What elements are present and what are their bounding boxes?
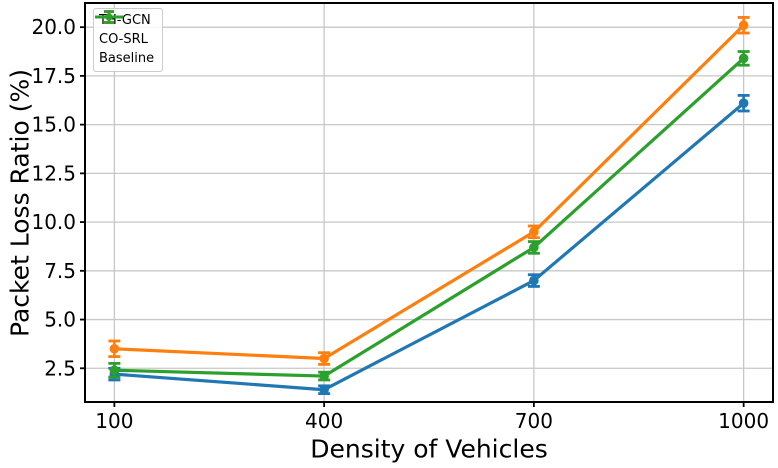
y-tick-label: 2.5: [44, 356, 76, 380]
data-point-marker: [319, 353, 329, 364]
series-line-co-srl: [114, 24, 745, 361]
y-tick-label: 15.0: [31, 113, 76, 137]
y-tick-label: 10.0: [31, 210, 76, 234]
legend: TH-GCN CO-SRL Baseline: [93, 8, 164, 72]
plot-border: [84, 2, 774, 403]
y-tick-label: 20.0: [31, 15, 76, 39]
series-line-baseline: [114, 57, 745, 378]
y-tick-label: 12.5: [31, 161, 76, 185]
legend-label: Baseline: [99, 51, 155, 66]
data-point-marker: [738, 53, 749, 64]
y-tick-label: 5.0: [44, 308, 76, 332]
legend-label: CO-SRL: [99, 32, 148, 47]
y-axis-label: Packet Loss Ratio (%): [5, 69, 35, 337]
data-point-marker: [319, 371, 329, 381]
legend-item-baseline: Baseline: [95, 10, 155, 68]
legend-item-co-srl: CO-SRL: [95, 10, 154, 49]
data-point-marker: [109, 343, 120, 354]
x-tick-label: 700: [515, 409, 553, 433]
y-tick-label: 17.5: [31, 64, 76, 88]
series-line-th-gcn: [114, 101, 745, 392]
data-point-marker: [529, 242, 539, 253]
data-point-marker: [529, 227, 539, 237]
data-point-marker: [738, 98, 749, 108]
data-point-marker: [529, 275, 539, 286]
data-point-marker: [109, 365, 120, 376]
errorbar-legend-glyph: [95, 10, 123, 24]
x-tick-label: 100: [95, 409, 133, 433]
x-axis-label: Density of Vehicles: [310, 434, 548, 464]
data-point-marker: [738, 20, 749, 31]
y-tick-label: 7.5: [44, 259, 76, 283]
x-tick-label: 400: [305, 409, 343, 433]
x-tick-label: 1000: [718, 409, 769, 433]
data-point-marker: [319, 384, 329, 395]
